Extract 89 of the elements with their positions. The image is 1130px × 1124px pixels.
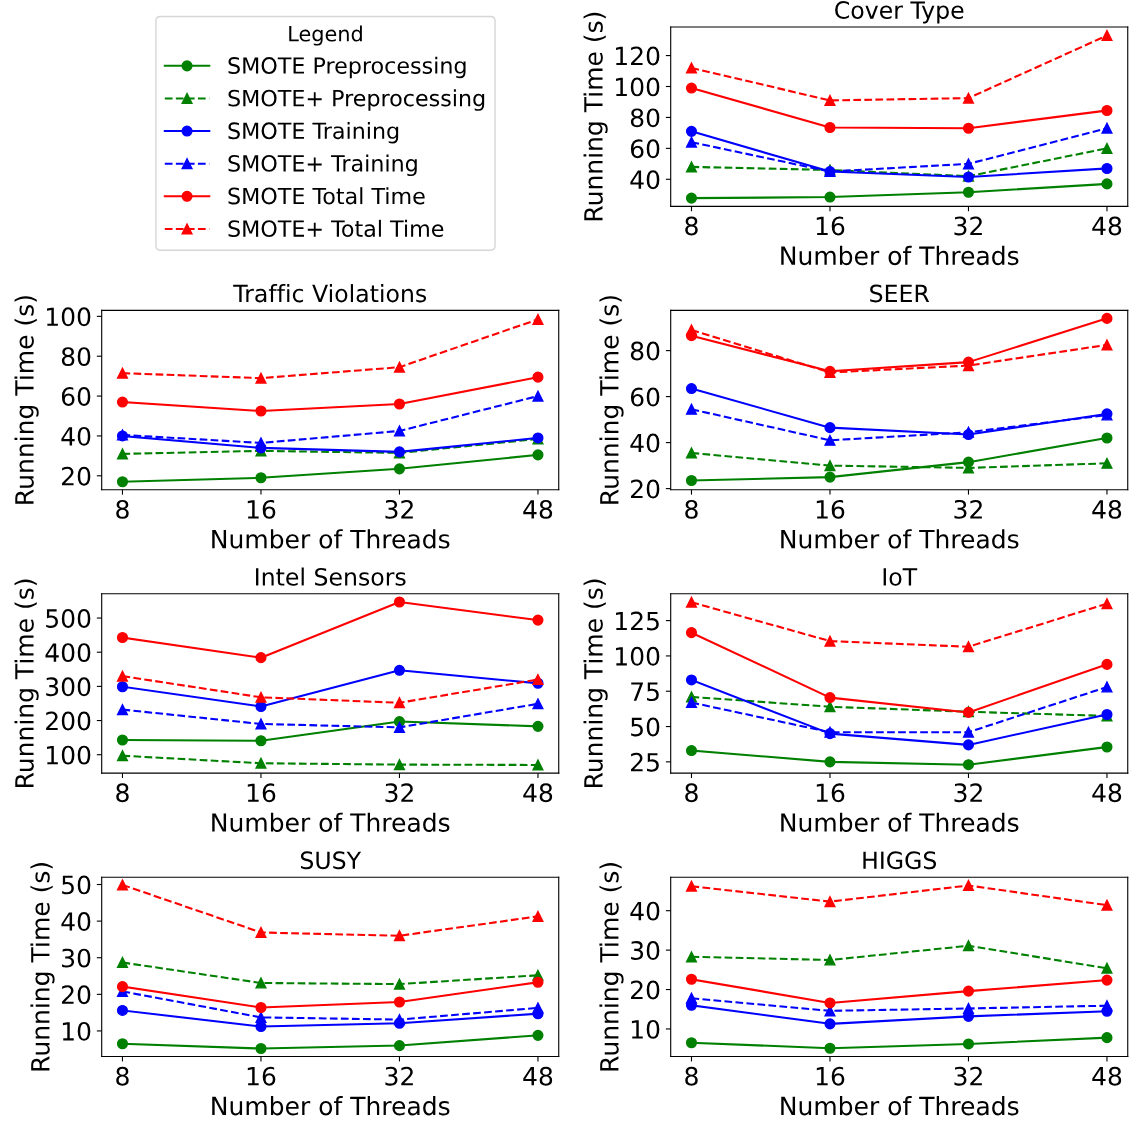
x-tick-label: 8 xyxy=(116,1066,129,1086)
y-tick-label: 50 xyxy=(631,717,660,737)
y-tick-label: 300 xyxy=(46,677,91,697)
legend-label: SMOTE Preprocessing xyxy=(228,56,466,79)
y-tick-label: 100 xyxy=(47,745,91,765)
y-tick-label: 40 xyxy=(61,426,91,446)
x-tick-label: 16 xyxy=(816,499,845,519)
x-tick-label: 48 xyxy=(523,783,553,803)
x-tick-label: 8 xyxy=(685,1066,698,1086)
x-tick-label: 16 xyxy=(816,216,845,236)
y-tick-label: 20 xyxy=(631,980,660,1000)
y-axis-title: Running Time (s) xyxy=(599,863,624,1071)
y-tick-label: 200 xyxy=(46,711,91,731)
x-axis-title: Number of Threads xyxy=(781,1096,1019,1116)
y-tick-label: 500 xyxy=(46,608,91,628)
y-tick-label: 25 xyxy=(631,752,659,772)
y-tick-label: 80 xyxy=(630,341,660,361)
y-axis-title: Running Time (s) xyxy=(30,863,55,1071)
x-tick-label: 32 xyxy=(954,216,982,236)
y-tick-label: 30 xyxy=(631,941,660,960)
x-tick-label: 48 xyxy=(523,1066,553,1086)
y-tick-label: 80 xyxy=(630,108,660,128)
y-axis-title: Running Time (s) xyxy=(583,579,608,788)
x-tick-label: 32 xyxy=(385,1066,413,1086)
chart-title: Intel Sensors xyxy=(256,567,406,586)
y-tick-label: 40 xyxy=(630,901,660,921)
x-tick-label: 16 xyxy=(247,1066,276,1086)
y-tick-label: 40 xyxy=(630,433,660,453)
x-tick-label: 8 xyxy=(116,499,129,519)
x-tick-label: 32 xyxy=(954,1066,982,1086)
x-tick-label: 16 xyxy=(816,1066,845,1086)
x-tick-label: 48 xyxy=(523,499,553,519)
x-tick-label: 32 xyxy=(385,499,413,519)
chart-title: SEER xyxy=(870,284,930,303)
legend-label: SMOTE+ Training xyxy=(228,154,417,177)
y-tick-label: 30 xyxy=(62,948,91,968)
y-tick-label: 100 xyxy=(47,307,91,327)
chart-title: Traffic Violations xyxy=(233,284,427,303)
y-tick-label: 60 xyxy=(630,387,660,407)
x-axis-title: Number of Threads xyxy=(781,245,1019,266)
x-tick-label: 8 xyxy=(685,216,698,236)
legend-label: SMOTE Training xyxy=(228,121,399,144)
y-tick-label: 75 xyxy=(631,682,659,702)
y-tick-label: 100 xyxy=(616,77,660,97)
x-axis-title: Number of Threads xyxy=(781,529,1019,549)
x-tick-label: 8 xyxy=(116,783,129,803)
x-tick-label: 32 xyxy=(954,783,982,803)
y-tick-label: 20 xyxy=(631,479,660,499)
y-tick-label: 80 xyxy=(61,347,91,367)
y-tick-label: 10 xyxy=(631,1019,660,1039)
x-tick-label: 16 xyxy=(816,783,845,803)
y-tick-label: 120 xyxy=(616,46,660,66)
x-tick-label: 16 xyxy=(247,783,276,803)
x-tick-label: 48 xyxy=(1092,1066,1122,1086)
y-tick-label: 20 xyxy=(62,985,91,1005)
y-tick-label: 125 xyxy=(616,611,659,631)
x-tick-label: 32 xyxy=(954,499,982,519)
legend-label: SMOTE+ Total Time xyxy=(228,219,444,238)
chart-title: HIGGS xyxy=(863,851,937,870)
x-tick-label: 32 xyxy=(385,783,413,803)
chart-title: SUSY xyxy=(300,851,362,870)
y-tick-label: 400 xyxy=(45,643,91,663)
x-tick-label: 8 xyxy=(685,783,698,803)
x-axis-title: Number of Threads xyxy=(212,812,450,832)
y-tick-label: 10 xyxy=(62,1021,91,1041)
y-axis-title: Running Time (s) xyxy=(14,579,39,788)
y-tick-label: 20 xyxy=(62,466,91,486)
legend-label: SMOTE Total Time xyxy=(228,187,425,205)
y-tick-label: 40 xyxy=(61,912,91,931)
y-tick-label: 60 xyxy=(630,139,660,159)
chart-title: Cover Type xyxy=(835,1,964,24)
y-tick-label: 100 xyxy=(616,646,660,666)
legend-title: Legend xyxy=(289,25,362,46)
chart-title: IoT xyxy=(883,568,918,586)
legend-label: SMOTE+ Preprocessing xyxy=(228,89,485,111)
x-tick-label: 16 xyxy=(247,499,276,519)
x-tick-label: 8 xyxy=(685,499,698,519)
y-axis-title: Running Time (s) xyxy=(599,296,624,504)
x-tick-label: 48 xyxy=(1092,216,1122,236)
y-axis-title: Running Time (s) xyxy=(14,296,39,504)
x-tick-label: 48 xyxy=(1092,499,1122,519)
x-axis-title: Number of Threads xyxy=(212,529,450,549)
y-tick-label: 50 xyxy=(62,875,91,895)
x-axis-title: Number of Threads xyxy=(781,812,1019,832)
x-axis-title: Number of Threads xyxy=(212,1096,450,1116)
x-tick-label: 48 xyxy=(1092,783,1122,803)
y-tick-label: 40 xyxy=(630,170,660,190)
y-axis-title: Running Time (s) xyxy=(583,12,608,221)
y-tick-label: 60 xyxy=(61,387,91,406)
